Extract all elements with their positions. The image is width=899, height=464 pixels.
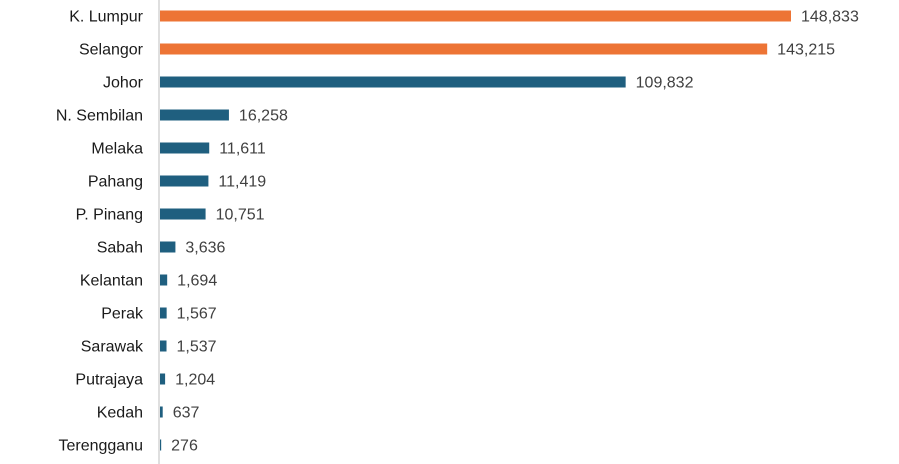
bar-n-sembilan bbox=[160, 109, 229, 121]
value-label: 637 bbox=[173, 405, 200, 422]
category-label: Kelantan bbox=[80, 273, 143, 290]
bars-group bbox=[160, 10, 791, 451]
value-label: 11,611 bbox=[219, 141, 266, 158]
category-label: Putrajaya bbox=[75, 372, 143, 389]
value-label: 3,636 bbox=[185, 240, 225, 257]
category-label: K. Lumpur bbox=[69, 9, 143, 26]
category-label: Sabah bbox=[97, 240, 143, 257]
bar-putrajaya bbox=[160, 373, 166, 385]
category-label: Selangor bbox=[79, 42, 144, 59]
value-labels-group: 148,833 143,215 109,832 16,258 11,611 11,419 1… bbox=[171, 9, 859, 455]
value-label: 1,537 bbox=[177, 339, 217, 356]
category-label: Johor bbox=[103, 75, 144, 92]
category-label: N. Sembilan bbox=[56, 108, 143, 125]
bar-melaka bbox=[160, 142, 210, 154]
bar-kelantan bbox=[160, 274, 168, 286]
bar-sabah bbox=[160, 241, 176, 253]
category-label: Kedah bbox=[97, 405, 143, 422]
value-label: 143,215 bbox=[777, 42, 835, 59]
bar-k-lumpur bbox=[160, 10, 791, 22]
value-label: 11,419 bbox=[218, 174, 266, 191]
bar-p-pinang bbox=[160, 208, 206, 220]
category-label: Terengganu bbox=[58, 438, 143, 455]
bar-johor bbox=[160, 76, 626, 88]
bar-terengganu bbox=[160, 439, 162, 451]
category-label: P. Pinang bbox=[76, 207, 143, 224]
bar-selangor bbox=[160, 43, 768, 55]
bar-pahang bbox=[160, 175, 209, 187]
category-labels-group: K. Lumpur Selangor Johor N. Sembilan Melaka P… bbox=[56, 9, 144, 455]
category-label: Perak bbox=[101, 306, 144, 323]
value-label: 1,694 bbox=[177, 273, 217, 290]
bar-perak bbox=[160, 307, 167, 319]
value-label: 148,833 bbox=[801, 9, 859, 26]
bar-sarawak bbox=[160, 340, 167, 352]
value-label: 10,751 bbox=[216, 207, 265, 224]
value-label: 1,567 bbox=[177, 306, 217, 323]
value-label: 1,204 bbox=[175, 372, 215, 389]
category-label: Melaka bbox=[91, 141, 143, 158]
category-label: Sarawak bbox=[81, 339, 144, 356]
value-label: 276 bbox=[171, 438, 198, 455]
value-label: 109,832 bbox=[636, 75, 694, 92]
value-label: 16,258 bbox=[239, 108, 288, 125]
category-label: Pahang bbox=[88, 174, 143, 191]
bar-kedah bbox=[160, 406, 163, 418]
